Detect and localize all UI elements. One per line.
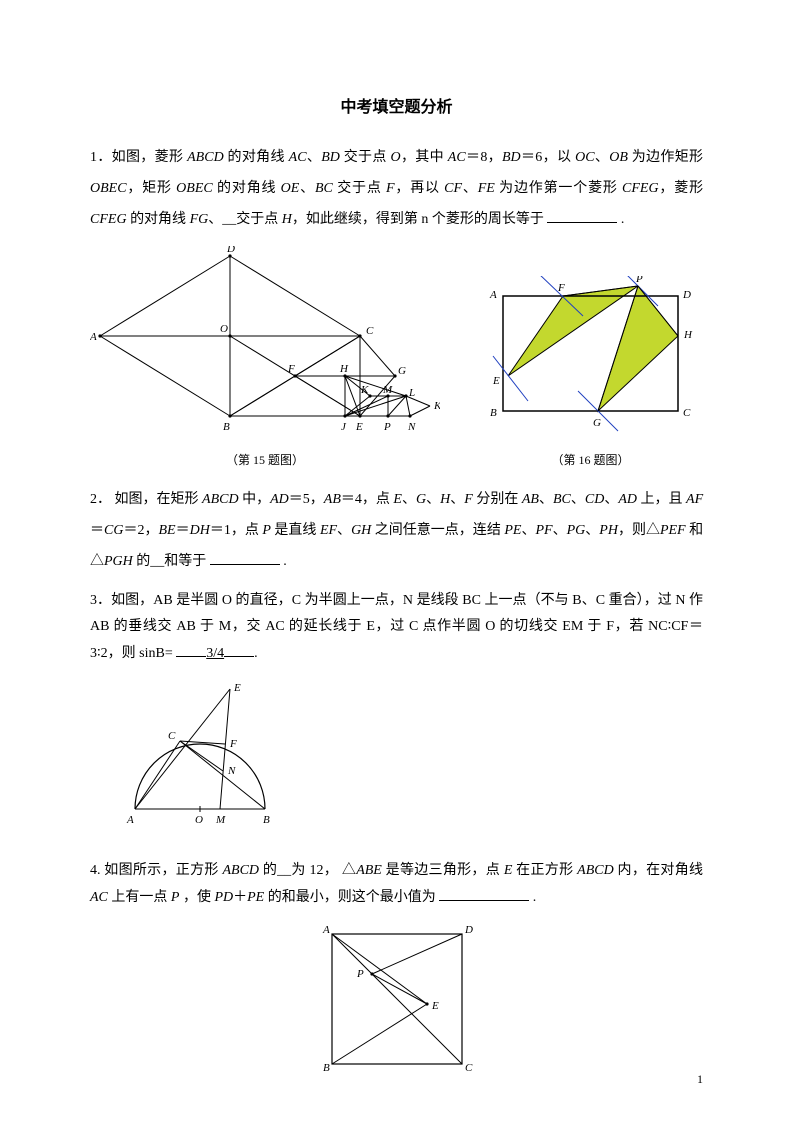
question-3: 3．如图，AB 是半圆 O 的直径，C 为半圆上一点，N 是线段 BC 上一点（… [90,588,703,668]
svg-text:A: A [126,814,134,826]
svg-text:P: P [635,276,643,285]
svg-text:H: H [339,363,349,375]
svg-text:K: K [360,384,369,396]
figure-3: A B OM C E F N [120,679,703,842]
svg-text:C: C [465,1062,473,1074]
svg-text:O: O [220,323,228,335]
svg-text:O: O [195,814,203,826]
q4-tail: . [533,890,537,905]
svg-text:A: A [489,289,497,301]
figure-16-caption: （第 16 题图） [478,452,703,469]
svg-text:M: M [215,814,226,826]
svg-text:E: E [492,375,500,387]
svg-text:B: B [223,421,230,433]
svg-text:D: D [464,924,473,936]
svg-text:B: B [263,814,270,826]
figure-15: A D O C B E F H G J K M L P N K （第 15 题图） [90,246,440,470]
q3-blank-right [224,643,254,657]
question-1: 1．如图，菱形 ABCD 的对角线 AC、BD 交于点 O，其中 AC＝8，BD… [90,143,703,235]
q3-answer: 3/4 [206,646,224,661]
figure-row-1: A D O C B E F H G J K M L P N K （第 15 题图） A D B C F P E G H （第 … [90,246,703,470]
question-2: 2． 如图，在矩形 ABCD 中，AD＝5，AB＝4，点 E、G、H、F 分别在… [90,485,703,577]
svg-text:G: G [593,417,601,429]
q4-blank [439,887,529,901]
q2-text: 2． 如图，在矩形 ABCD 中，AD＝5，AB＝4，点 E、G、H、F 分别在… [90,492,703,569]
q3-blank-left [176,643,206,657]
question-4: 4. 如图所示，正方形 ABCD 的__为 12， △ABE 是等边三角形，点 … [90,858,703,911]
q2-blank [210,551,280,565]
svg-text:B: B [490,407,497,419]
svg-text:E: E [355,421,363,433]
q1-blank [547,209,617,223]
svg-text:K: K [433,400,440,412]
svg-text:E: E [431,1000,439,1012]
svg-text:P: P [356,968,364,980]
svg-text:C: C [366,325,374,337]
svg-text:H: H [683,329,693,341]
svg-text:F: F [229,738,237,750]
svg-text:C: C [168,730,176,742]
svg-text:A: A [322,924,330,936]
svg-text:G: G [398,365,406,377]
svg-text:F: F [557,282,565,294]
svg-text:D: D [682,289,691,301]
svg-text:A: A [90,331,97,343]
svg-text:F: F [287,363,295,375]
svg-text:P: P [383,421,391,433]
svg-text:N: N [407,421,416,433]
svg-text:L: L [408,387,415,399]
svg-text:B: B [323,1062,330,1074]
figure-16: A D B C F P E G H （第 16 题图） [478,276,703,470]
svg-text:J: J [341,421,347,433]
q2-tail: . [283,554,287,569]
svg-text:M: M [382,384,393,396]
q3-tail: . [254,646,258,661]
figure-15-caption: （第 15 题图） [90,452,440,469]
svg-text:N: N [227,765,236,777]
svg-text:D: D [226,246,235,255]
svg-text:E: E [233,682,241,694]
q4-text: 4. 如图所示，正方形 ABCD 的__为 12， △ABE 是等边三角形，点 … [90,863,703,905]
q1-tail: . [621,212,625,227]
page-number: 1 [697,1066,703,1092]
page-title: 中考填空题分析 [90,90,703,125]
figure-4: A D B C P E [90,919,703,1079]
svg-text:C: C [683,407,691,419]
